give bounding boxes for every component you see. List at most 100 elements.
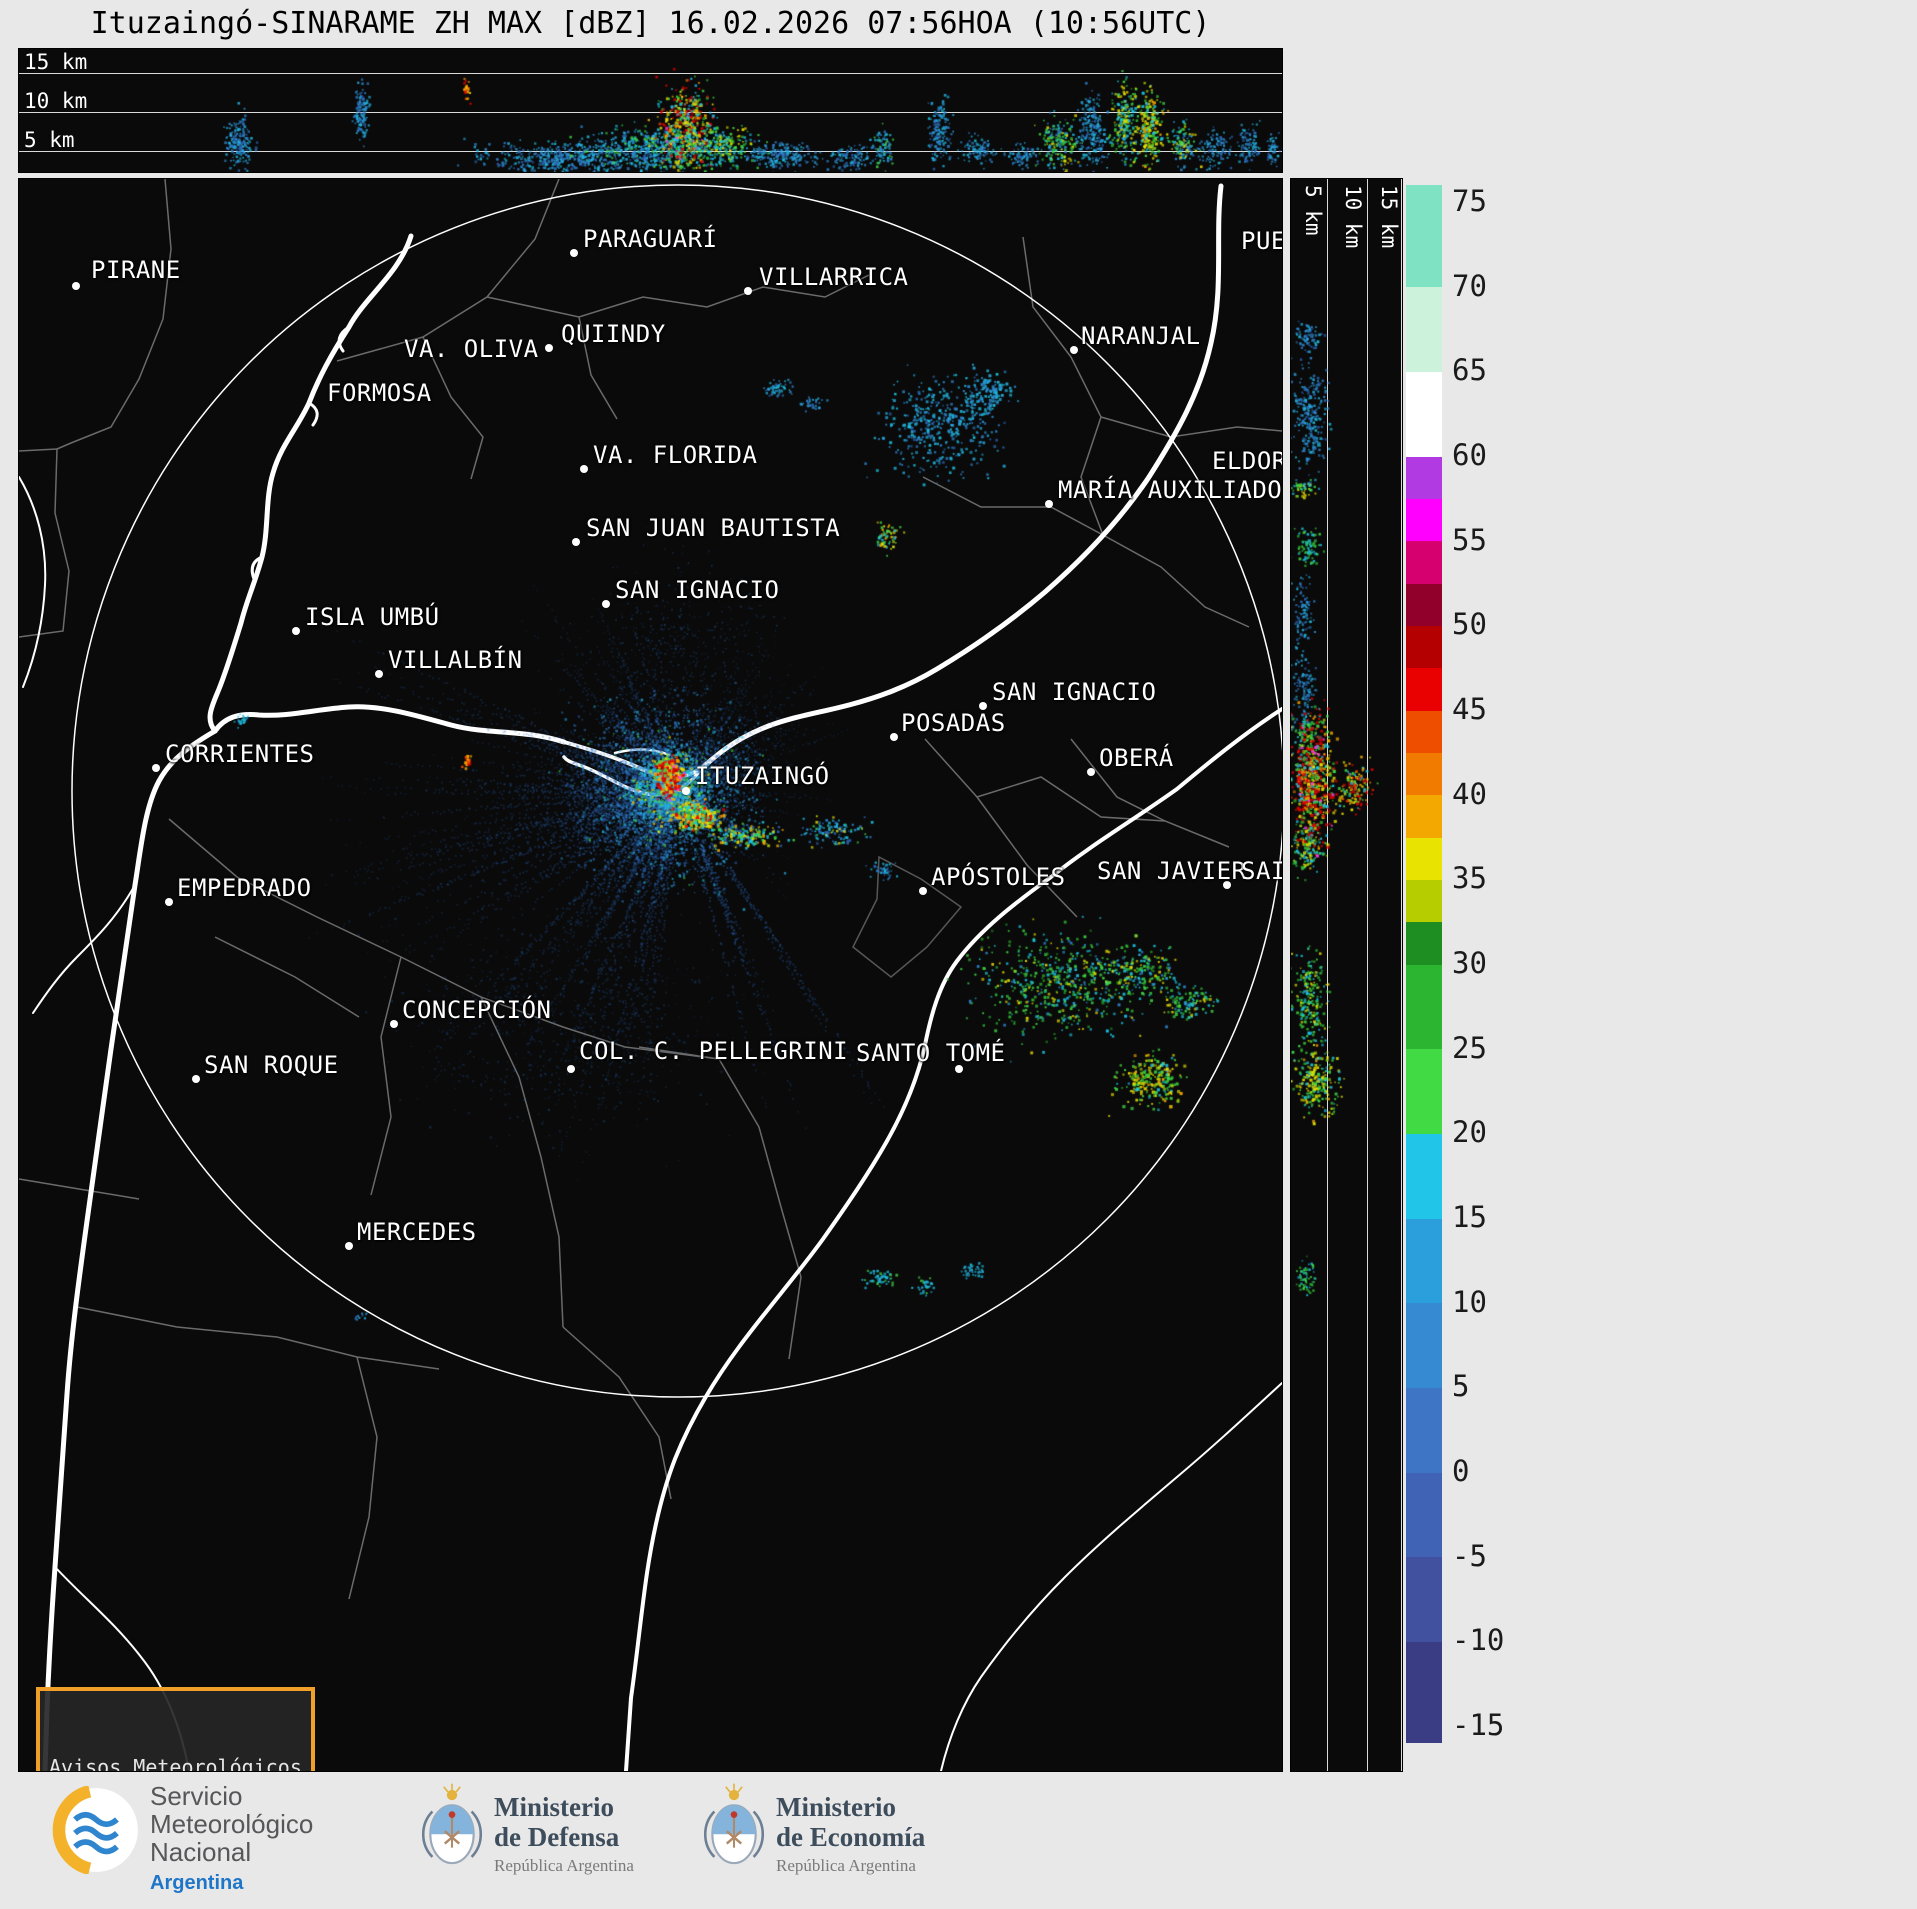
city-dot (682, 787, 690, 795)
city-dot (72, 282, 80, 290)
city-dot (152, 764, 160, 772)
axis-label-15km: 15 km (24, 50, 88, 74)
city-label: MERCEDES (357, 1218, 477, 1246)
city-label: PIRANE (91, 256, 181, 284)
colorbar-band (1406, 1641, 1442, 1743)
radar-map: PIRANE PARAGUARÍ PUE VILLARRICA QUIINDY VA. O… (18, 178, 1283, 1772)
product-title: Ituzaingó-SINARAME ZH MAX [dBZ] 16.02.20… (90, 6, 1211, 41)
colorbar-band (1406, 752, 1442, 796)
colorbar-tick-label: 50 (1452, 607, 1487, 642)
city-dot (570, 249, 578, 257)
defensa-line2: de Defensa (494, 1822, 620, 1852)
argentina-coat-of-arms-icon (704, 1783, 764, 1865)
smn-line2: Meteorológico (150, 1809, 314, 1839)
colorbar-tick-label: 35 (1452, 861, 1487, 896)
smn-country: Argentina (150, 1872, 244, 1894)
axis-label-5km: 5 km (24, 128, 75, 152)
colorbar-tick-label: 30 (1452, 946, 1487, 980)
city-label: VILLARRICA (759, 263, 909, 291)
city-dot (602, 600, 610, 608)
colorbar-band (1406, 1133, 1442, 1219)
colorbar-band (1406, 625, 1442, 669)
cross-section-top: 15 km 10 km 5 km (18, 48, 1283, 173)
economia-sub: República Argentina (776, 1856, 916, 1875)
city-dot (1223, 881, 1231, 889)
city-dot (919, 887, 927, 895)
warning-box-line1: Avisos Meteorológicos (49, 1755, 302, 1772)
colorbar-band (1406, 794, 1442, 838)
colorbar-band (1406, 498, 1442, 542)
smn-logo-icon (52, 1786, 138, 1874)
city-label: MARÍA AUXILIADOR (1058, 476, 1283, 504)
colorbar-tick-label: 15 (1452, 1200, 1487, 1235)
colorbar-band (1406, 1387, 1442, 1473)
colorbar-tick-label: 0 (1452, 1454, 1470, 1489)
city-label: PARAGUARÍ (583, 225, 718, 253)
colorbar-tick-label: -5 (1452, 1538, 1487, 1573)
city-label: SAN IGNACIO (615, 576, 780, 604)
city-dot (345, 1242, 353, 1250)
city-dot (890, 733, 898, 741)
cross-section-right: 5 km 10 km 15 km (1290, 178, 1403, 1772)
city-label: SAN ROQUE (204, 1051, 339, 1079)
city-label: SAN JUAN BAUTISTA (586, 514, 841, 542)
colorbar-band (1406, 709, 1442, 753)
colorbar-tick-label: 75 (1452, 183, 1487, 218)
colorbar-band (1406, 455, 1442, 499)
colorbar-band (1406, 371, 1442, 457)
city-label: CORRIENTES (165, 740, 315, 768)
colorbar-band (1406, 540, 1442, 584)
city-layer: PIRANE PARAGUARÍ PUE VILLARRICA QUIINDY VA. O… (19, 179, 1282, 1771)
colorbar-band (1406, 1048, 1442, 1134)
city-dot (572, 538, 580, 546)
defensa-sub: República Argentina (494, 1856, 634, 1875)
ministry-economia-wordmark: Ministerio de Economía República Argenti… (776, 1792, 925, 1876)
city-label: PUE (1241, 227, 1283, 255)
city-dot (955, 1065, 963, 1073)
city-label: FORMOSA (327, 379, 432, 407)
city-label: SAN IGNACIO (992, 678, 1157, 706)
city-dot (1087, 768, 1095, 776)
city-label: CONCEPCIÓN (402, 996, 552, 1024)
city-label: ELDOR (1212, 447, 1283, 475)
city-label: SANTO TOMÉ (856, 1039, 1006, 1067)
city-label: APÓSTOLES (931, 863, 1066, 891)
colorbar-band (1406, 879, 1442, 923)
economia-line1: Ministerio (776, 1792, 896, 1822)
city-label: NARANJAL (1081, 322, 1201, 350)
axis-label-5km: 5 km (1301, 185, 1325, 236)
dbz-colorbar (1406, 185, 1442, 1743)
colorbar-tick-label: 65 (1452, 353, 1487, 388)
city-label: VA. OLIVA (404, 335, 539, 363)
colorbar-tick-label: 70 (1452, 268, 1487, 303)
economia-line2: de Economía (776, 1822, 926, 1852)
smn-line3: Nacional (150, 1837, 252, 1867)
city-dot (744, 287, 752, 295)
city-label: VILLALBÍN (388, 646, 523, 674)
defensa-line1: Ministerio (494, 1792, 614, 1822)
city-label: ITUZAINGÓ (695, 762, 830, 790)
city-dot (580, 465, 588, 473)
colorbar-band (1406, 836, 1442, 880)
cross-section-top-echoes (19, 49, 1282, 172)
city-label: VA. FLORIDA (593, 441, 758, 469)
colorbar-tick-label: -15 (1452, 1708, 1505, 1743)
city-dot (1045, 500, 1053, 508)
city-label: SAI (1241, 857, 1283, 885)
ministry-defensa-wordmark: Ministerio de Defensa República Argentin… (494, 1792, 634, 1876)
colorbar-band (1406, 582, 1442, 626)
city-dot (545, 344, 553, 352)
radar-echo-layer (19, 179, 1282, 1771)
city-dot (292, 627, 300, 635)
city-dot (567, 1065, 575, 1073)
cross-section-right-echoes (1291, 179, 1402, 1771)
colorbar-band (1406, 1218, 1442, 1304)
city-dot (192, 1075, 200, 1083)
city-dot (979, 702, 987, 710)
colorbar-tick-label: -10 (1452, 1623, 1505, 1658)
city-label: QUIINDY (561, 320, 666, 348)
colorbar-band (1406, 286, 1442, 372)
city-label: COL. C. PELLEGRINI (579, 1037, 849, 1065)
colorbar-tick-label: 20 (1452, 1115, 1487, 1150)
city-label: ISLA UMBÚ (305, 603, 440, 631)
